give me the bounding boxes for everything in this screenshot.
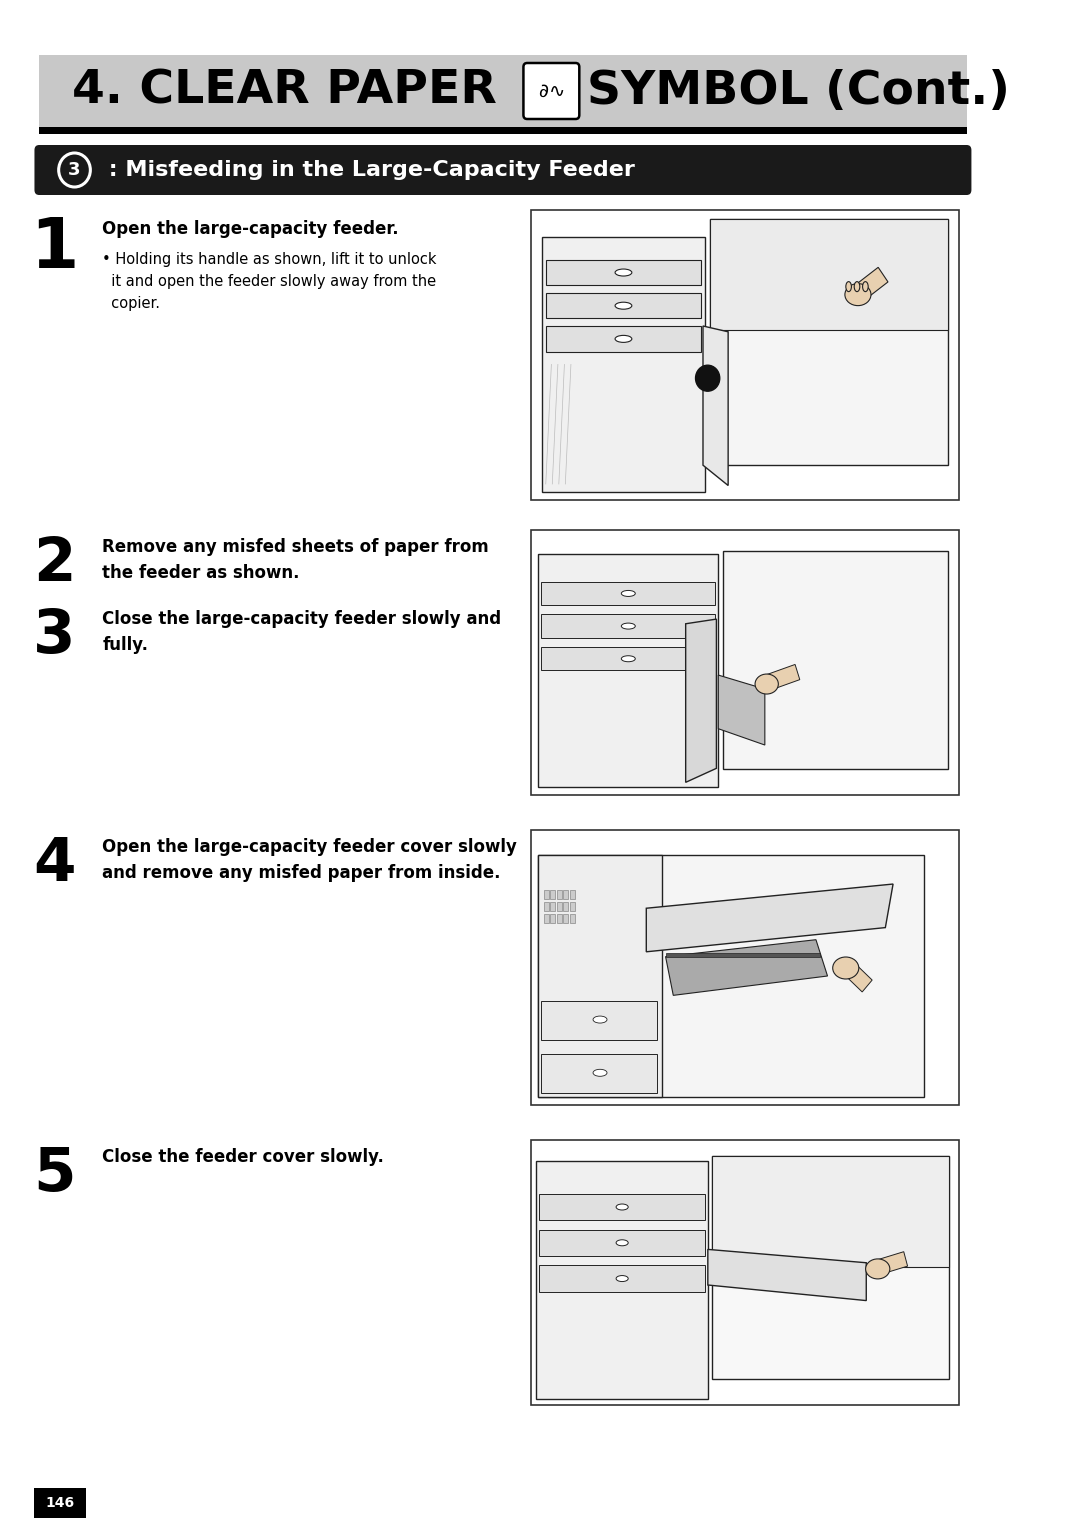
Bar bbox=[542, 237, 705, 492]
Bar bbox=[564, 914, 568, 923]
Bar bbox=[545, 293, 701, 318]
Ellipse shape bbox=[621, 656, 635, 662]
FancyBboxPatch shape bbox=[524, 63, 579, 119]
Text: $\partial$∿: $\partial$∿ bbox=[538, 81, 565, 101]
Bar bbox=[544, 902, 549, 911]
Ellipse shape bbox=[616, 1239, 629, 1245]
Ellipse shape bbox=[593, 1016, 607, 1024]
Bar bbox=[570, 914, 575, 923]
Text: • Holding its handle as shown, lift it to unlock
  it and open the feeder slowly: • Holding its handle as shown, lift it t… bbox=[103, 252, 437, 312]
Bar bbox=[557, 914, 562, 923]
FancyArrow shape bbox=[843, 963, 873, 992]
Bar bbox=[557, 889, 562, 898]
Text: Remove any misfed sheets of paper from
the feeder as shown.: Remove any misfed sheets of paper from t… bbox=[103, 538, 489, 582]
Bar bbox=[531, 530, 959, 795]
Text: 4: 4 bbox=[32, 834, 76, 894]
Ellipse shape bbox=[833, 957, 859, 979]
Bar bbox=[531, 209, 959, 500]
Text: Open the large-capacity feeder.: Open the large-capacity feeder. bbox=[103, 220, 400, 238]
Text: 2: 2 bbox=[32, 535, 76, 594]
Bar bbox=[541, 614, 715, 637]
Circle shape bbox=[696, 365, 719, 391]
Bar bbox=[545, 325, 701, 351]
Bar bbox=[541, 582, 715, 605]
Bar bbox=[538, 856, 662, 1097]
Bar bbox=[541, 1001, 657, 1039]
Ellipse shape bbox=[846, 281, 851, 292]
Ellipse shape bbox=[863, 281, 868, 292]
Bar bbox=[39, 127, 967, 134]
Ellipse shape bbox=[854, 281, 860, 292]
Text: 1: 1 bbox=[30, 215, 78, 283]
Text: Close the feeder cover slowly.: Close the feeder cover slowly. bbox=[103, 1148, 384, 1166]
Ellipse shape bbox=[616, 269, 632, 277]
Ellipse shape bbox=[616, 1276, 629, 1282]
Bar bbox=[551, 889, 555, 898]
Bar bbox=[723, 552, 948, 769]
Bar bbox=[35, 1488, 85, 1517]
Ellipse shape bbox=[845, 284, 870, 306]
Polygon shape bbox=[707, 1250, 866, 1300]
Ellipse shape bbox=[865, 1259, 890, 1279]
FancyArrow shape bbox=[878, 1251, 907, 1274]
Ellipse shape bbox=[621, 590, 635, 596]
Bar bbox=[541, 1054, 657, 1093]
Bar bbox=[39, 55, 967, 127]
Bar bbox=[713, 1155, 949, 1267]
Bar bbox=[531, 830, 959, 1105]
Bar bbox=[570, 902, 575, 911]
Text: Open the large-capacity feeder cover slowly
and remove any misfed paper from ins: Open the large-capacity feeder cover slo… bbox=[103, 837, 517, 882]
Bar bbox=[539, 1230, 705, 1256]
Text: 3: 3 bbox=[32, 607, 76, 666]
Bar bbox=[564, 889, 568, 898]
Ellipse shape bbox=[755, 674, 779, 694]
FancyArrow shape bbox=[855, 267, 888, 299]
Bar bbox=[539, 1265, 705, 1291]
Bar bbox=[557, 902, 562, 911]
Text: 5: 5 bbox=[32, 1144, 76, 1204]
Bar bbox=[545, 260, 701, 286]
Bar bbox=[531, 1140, 959, 1406]
Bar bbox=[538, 553, 718, 787]
Polygon shape bbox=[703, 325, 728, 486]
Bar bbox=[541, 646, 715, 671]
Bar bbox=[711, 219, 948, 465]
FancyArrow shape bbox=[767, 665, 800, 689]
Polygon shape bbox=[686, 619, 716, 782]
Text: : Misfeeding in the Large-Capacity Feeder: : Misfeeding in the Large-Capacity Feede… bbox=[100, 160, 634, 180]
Bar bbox=[711, 219, 948, 330]
Polygon shape bbox=[665, 940, 827, 995]
Polygon shape bbox=[718, 675, 765, 746]
Bar bbox=[564, 902, 568, 911]
Bar bbox=[544, 889, 549, 898]
Bar bbox=[551, 902, 555, 911]
Bar bbox=[570, 889, 575, 898]
Text: 3: 3 bbox=[68, 160, 81, 179]
Ellipse shape bbox=[616, 303, 632, 309]
Ellipse shape bbox=[621, 623, 635, 630]
Text: 4. CLEAR PAPER: 4. CLEAR PAPER bbox=[71, 69, 497, 113]
Ellipse shape bbox=[593, 1070, 607, 1076]
Text: 146: 146 bbox=[45, 1496, 75, 1510]
FancyBboxPatch shape bbox=[35, 145, 971, 196]
Bar bbox=[537, 1160, 707, 1400]
Bar bbox=[539, 1193, 705, 1221]
Polygon shape bbox=[646, 885, 893, 952]
Bar bbox=[713, 1155, 949, 1378]
Ellipse shape bbox=[616, 335, 632, 342]
Text: SYMBOL (Cont.): SYMBOL (Cont.) bbox=[586, 69, 1010, 113]
Bar bbox=[551, 914, 555, 923]
Bar bbox=[665, 952, 820, 957]
Text: Close the large-capacity feeder slowly and
fully.: Close the large-capacity feeder slowly a… bbox=[103, 610, 501, 654]
Bar bbox=[544, 914, 549, 923]
Ellipse shape bbox=[616, 1204, 629, 1210]
Bar bbox=[538, 856, 923, 1097]
